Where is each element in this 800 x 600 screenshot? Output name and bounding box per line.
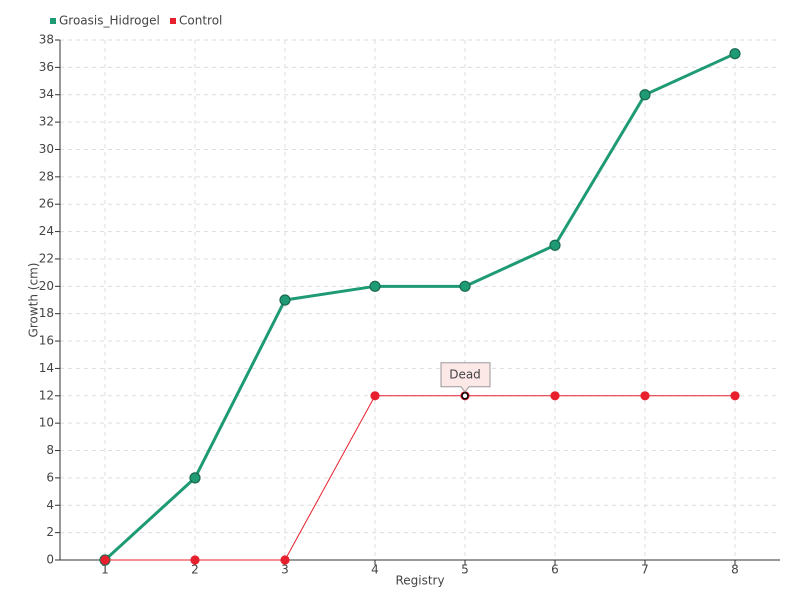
annotation-label: Dead [449,367,481,381]
y-tick-label: 36 [39,60,54,74]
y-tick-label: 10 [39,416,54,430]
x-tick-label: 1 [101,563,109,577]
y-tick-label: 0 [46,553,54,567]
y-tick-label: 28 [39,169,54,183]
x-tick-label: 8 [731,563,739,577]
y-tick-label: 34 [39,87,54,101]
legend-swatch [170,18,176,24]
x-tick-label: 4 [371,563,379,577]
y-tick-label: 30 [39,142,54,156]
legend-label: Groasis_Hidrogel [59,14,160,28]
y-tick-label: 12 [39,388,54,402]
y-tick-label: 32 [39,115,54,129]
series-line [105,395,735,561]
point [369,280,381,292]
point [640,391,650,401]
point [370,391,380,401]
point [550,391,560,401]
y-tick-label: 6 [46,470,54,484]
y-tick-label: 18 [39,306,54,320]
point [729,48,741,60]
y-tick-label: 38 [39,33,54,47]
y-tick-label: 24 [39,224,54,238]
y-tick-label: 26 [39,197,54,211]
y-tick-label: 8 [46,443,54,457]
y-axis-title: Growth (cm) [27,263,41,338]
x-tick-label: 2 [191,563,199,577]
y-tick-label: 22 [39,251,54,265]
point [549,239,561,251]
x-axis-title: Registry [395,574,444,588]
legend-label: Control [179,14,222,28]
x-tick-label: 5 [461,563,469,577]
annotation-point [461,392,469,400]
point [190,555,200,565]
series-line [103,52,736,562]
annotation-box [440,362,491,393]
y-tick-label: 2 [46,525,54,539]
point [279,294,291,306]
point [189,472,201,484]
point [639,89,651,101]
y-tick-label: 16 [39,334,54,348]
x-tick-label: 6 [551,563,559,577]
x-tick-label: 7 [641,563,649,577]
x-tick-label: 3 [281,563,289,577]
point [100,555,110,565]
point [730,391,740,401]
point [459,280,471,292]
y-tick-label: 4 [46,498,54,512]
point [280,555,290,565]
y-tick-label: 20 [39,279,54,293]
legend-swatch [50,18,56,24]
y-tick-label: 14 [39,361,54,375]
